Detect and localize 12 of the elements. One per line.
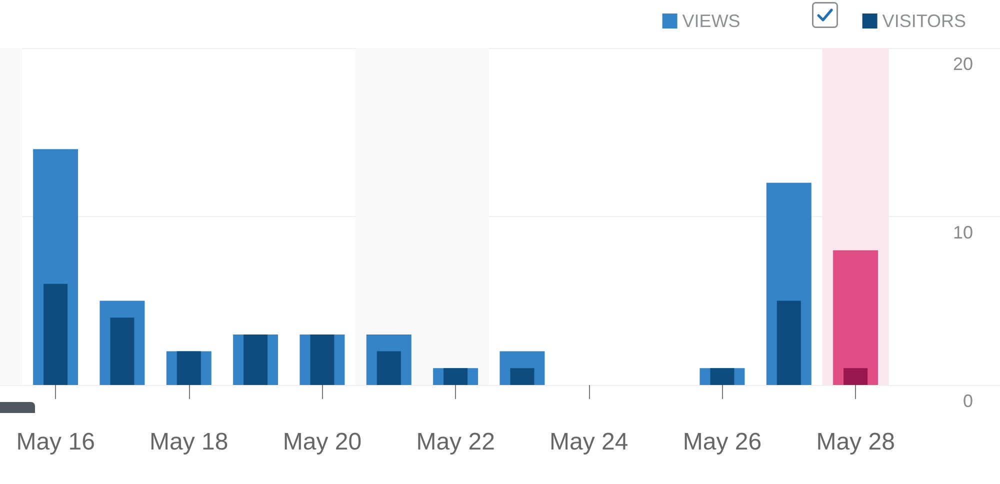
- y-tick-label: 20: [952, 54, 973, 74]
- x-tick-label: May 26: [682, 428, 762, 456]
- x-tick-label: May 24: [550, 428, 628, 456]
- x-tick-label: May 18: [150, 428, 228, 456]
- x-tick-label: May 22: [416, 428, 495, 456]
- x-tick-label: May 16: [16, 428, 95, 456]
- y-tick-label: 10: [952, 222, 973, 242]
- x-tick-label: May 20: [282, 428, 362, 456]
- legend-label: VISITORS: [882, 11, 966, 31]
- y-tick-label: 0: [962, 391, 973, 411]
- legend-label: VIEWS: [682, 11, 740, 31]
- x-tick-label: May 28: [816, 428, 895, 456]
